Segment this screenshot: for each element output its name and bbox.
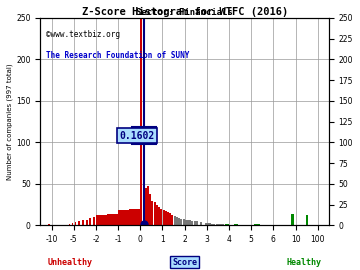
Bar	[254, 224, 260, 225]
Bar	[129, 209, 140, 225]
Bar	[185, 220, 187, 225]
Bar	[154, 202, 156, 225]
Text: ©www.textbiz.org: ©www.textbiz.org	[46, 30, 120, 39]
Bar	[187, 220, 189, 225]
Bar	[211, 224, 216, 225]
Bar	[165, 211, 167, 225]
Bar	[147, 185, 149, 225]
Bar	[234, 224, 238, 225]
Bar	[140, 19, 142, 225]
Bar	[169, 213, 171, 225]
Bar	[194, 221, 195, 225]
Bar	[96, 215, 107, 225]
Bar	[167, 212, 169, 225]
Bar	[160, 209, 162, 225]
Bar	[291, 214, 294, 225]
Title: Z-Score Histogram for WTFC (2016): Z-Score Histogram for WTFC (2016)	[81, 7, 288, 17]
Bar	[180, 219, 182, 225]
Y-axis label: Number of companies (997 total): Number of companies (997 total)	[7, 63, 13, 180]
Bar	[163, 211, 165, 225]
Bar	[75, 222, 76, 225]
Bar	[192, 221, 193, 225]
Bar	[178, 218, 180, 225]
Bar	[156, 205, 158, 225]
Bar	[306, 215, 308, 225]
Bar	[200, 222, 202, 225]
Bar	[205, 223, 207, 225]
Text: Healthy: Healthy	[287, 258, 321, 266]
Bar	[158, 207, 160, 225]
Bar	[216, 224, 220, 225]
Bar	[86, 220, 87, 225]
Bar	[118, 211, 129, 225]
Bar	[220, 224, 224, 225]
Bar	[93, 217, 95, 225]
Bar	[183, 219, 185, 225]
Bar	[225, 224, 229, 225]
Bar	[89, 218, 91, 225]
Text: Score: Score	[172, 258, 197, 266]
Bar	[72, 223, 73, 225]
Bar	[69, 224, 70, 225]
Bar	[207, 223, 211, 225]
Bar	[174, 216, 176, 225]
Text: The Research Foundation of SUNY: The Research Foundation of SUNY	[46, 51, 190, 60]
Bar	[171, 215, 174, 225]
Bar	[196, 221, 198, 225]
Bar	[107, 214, 118, 225]
Bar	[49, 224, 50, 225]
Bar	[176, 217, 178, 225]
Bar	[145, 188, 147, 225]
Bar	[149, 194, 151, 225]
Bar	[152, 201, 153, 225]
Bar	[82, 220, 84, 225]
Text: 0.1602: 0.1602	[120, 131, 155, 141]
Bar	[189, 220, 191, 225]
Bar	[143, 180, 145, 225]
Bar	[78, 221, 80, 225]
Text: Unhealthy: Unhealthy	[48, 258, 93, 266]
Text: Sector: Financials: Sector: Financials	[136, 8, 233, 17]
